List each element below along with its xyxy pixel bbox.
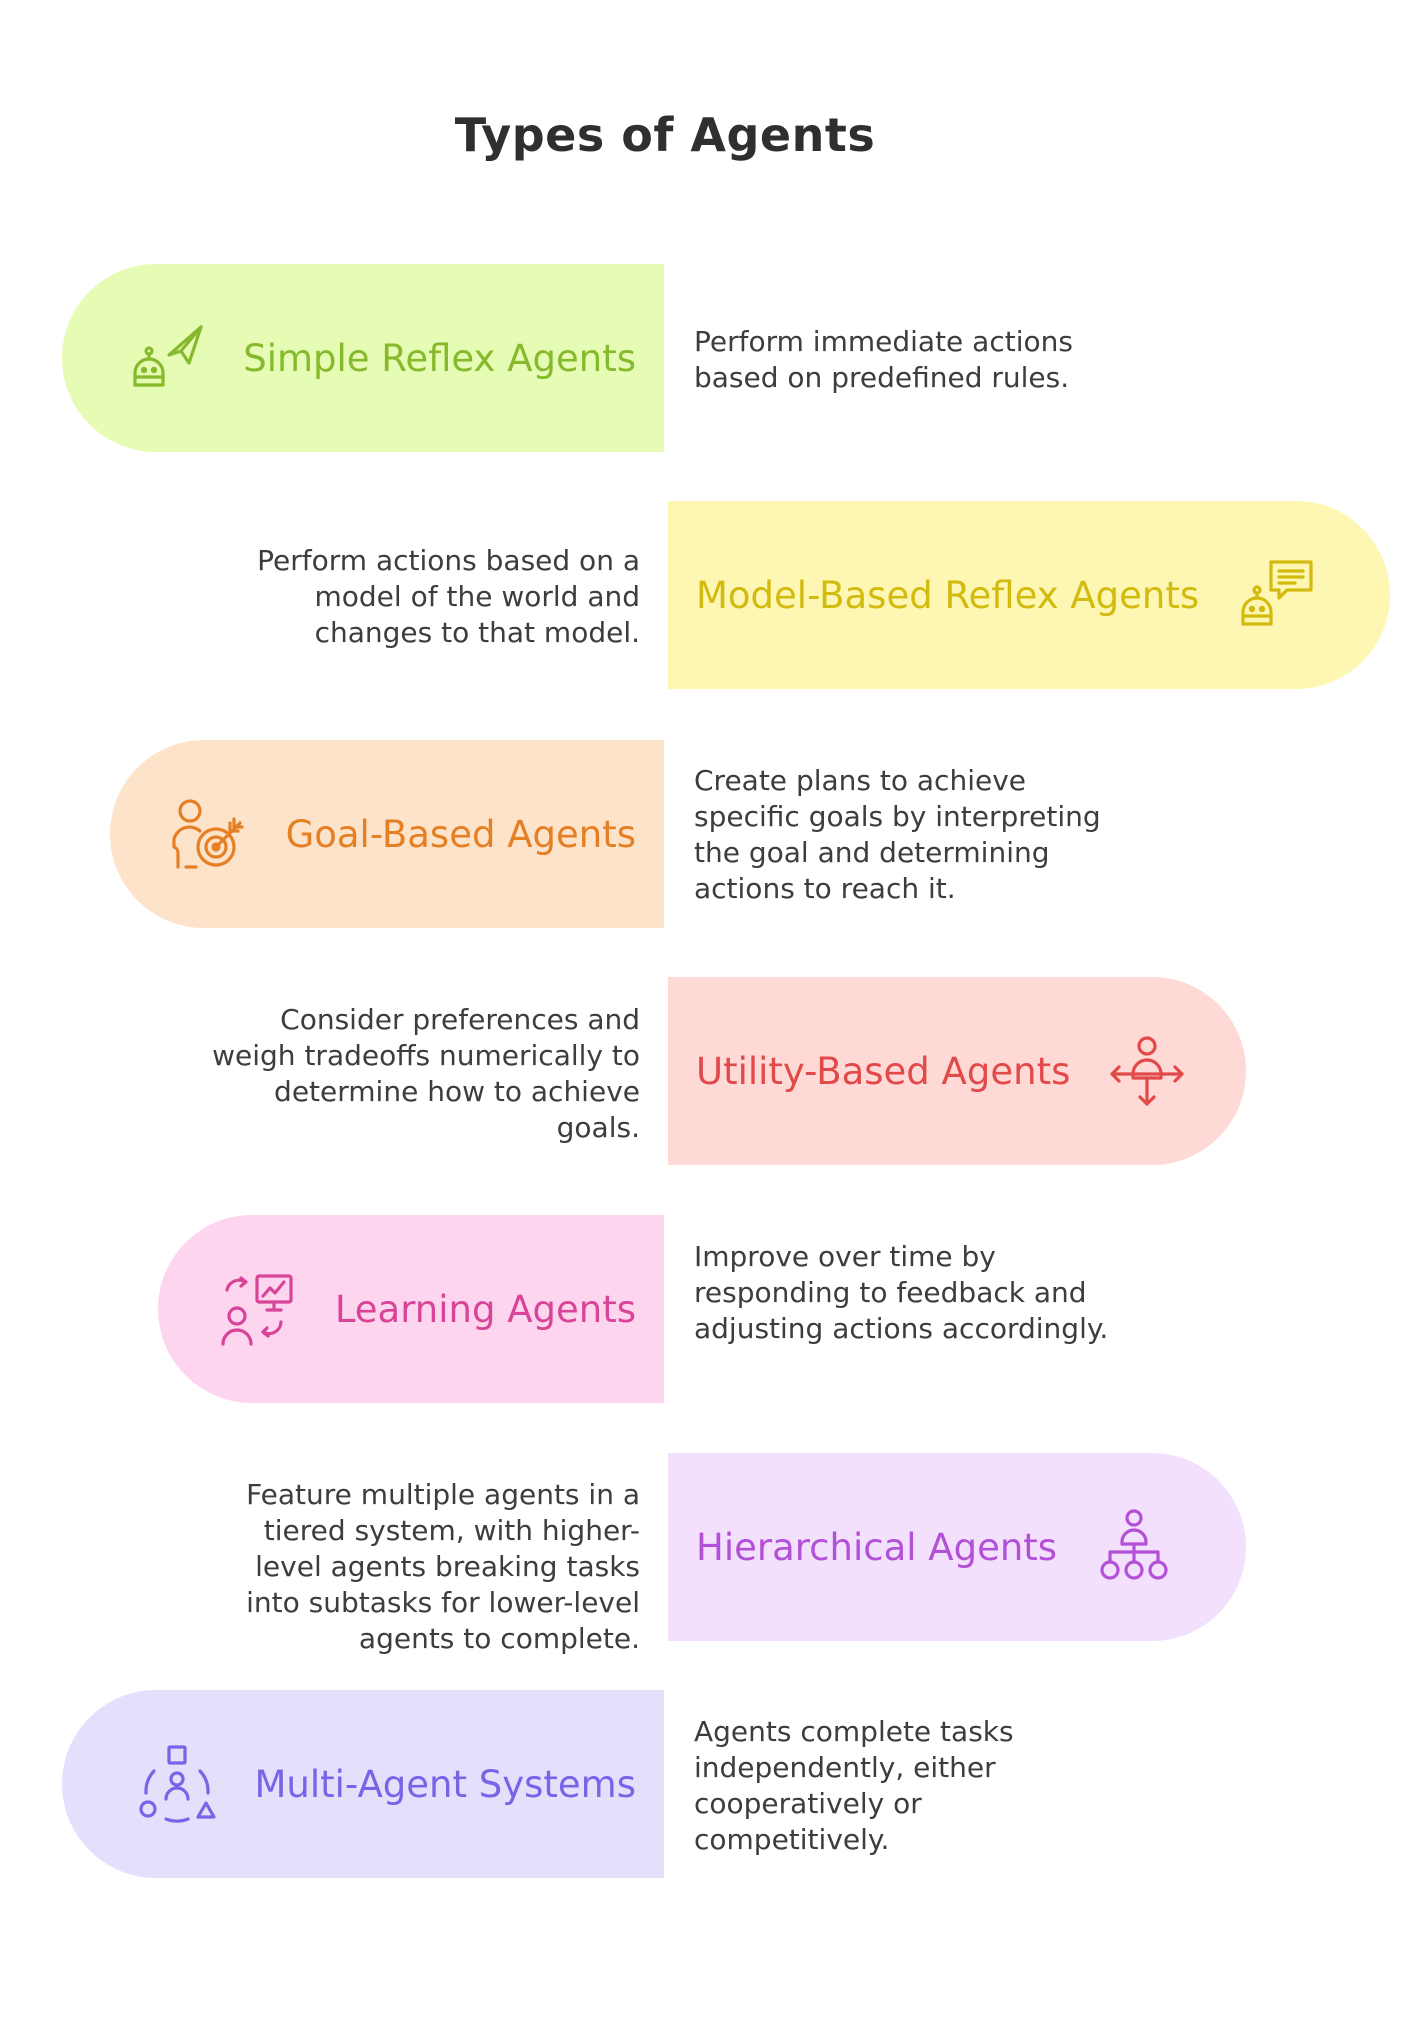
pill-multi-agent-systems: Multi-Agent Systems xyxy=(62,1690,664,1878)
robot-send-icon xyxy=(125,317,207,399)
item-description: Create plans to achieve specific goals b… xyxy=(694,764,1101,905)
pill-model-based-reflex-agents: Model-Based Reflex Agents xyxy=(668,501,1390,689)
pill-hierarchical-agents: Hierarchical Agents xyxy=(668,1453,1246,1641)
item-description: Perform actions based on a model of the … xyxy=(257,544,640,649)
item-label: Simple Reflex Agents xyxy=(243,336,636,380)
item-description: Consider preferences and weigh tradeoffs… xyxy=(212,1003,640,1144)
item-label: Goal-Based Agents xyxy=(285,812,636,856)
item-label: Model-Based Reflex Agents xyxy=(696,573,1200,617)
pill-simple-reflex-agents: Simple Reflex Agents xyxy=(62,264,664,452)
pill-utility-based-agents: Utility-Based Agents xyxy=(668,977,1246,1165)
item-description: Feature multiple agents in a tiered syst… xyxy=(246,1478,640,1655)
item-description: Improve over time by responding to feedb… xyxy=(694,1240,1109,1345)
multi-agent-icon xyxy=(136,1743,218,1825)
item-description: Agents complete tasks independently, eit… xyxy=(694,1715,1014,1856)
pill-goal-based-agents: Goal-Based Agents xyxy=(110,740,664,928)
person-target-icon xyxy=(168,793,250,875)
pill-learning-agents: Learning Agents xyxy=(158,1215,664,1403)
diagram-title: Types of Agents xyxy=(454,108,876,162)
item-label: Hierarchical Agents xyxy=(696,1525,1058,1569)
hierarchy-icon xyxy=(1093,1506,1175,1588)
robot-chat-icon xyxy=(1235,554,1317,636)
item-description: Perform immediate actions based on prede… xyxy=(694,325,1073,394)
item-label: Learning Agents xyxy=(334,1287,636,1331)
person-arrows-icon xyxy=(1106,1030,1188,1112)
item-label: Multi-Agent Systems xyxy=(254,1762,636,1806)
item-label: Utility-Based Agents xyxy=(696,1049,1071,1093)
learning-board-icon xyxy=(217,1268,299,1350)
